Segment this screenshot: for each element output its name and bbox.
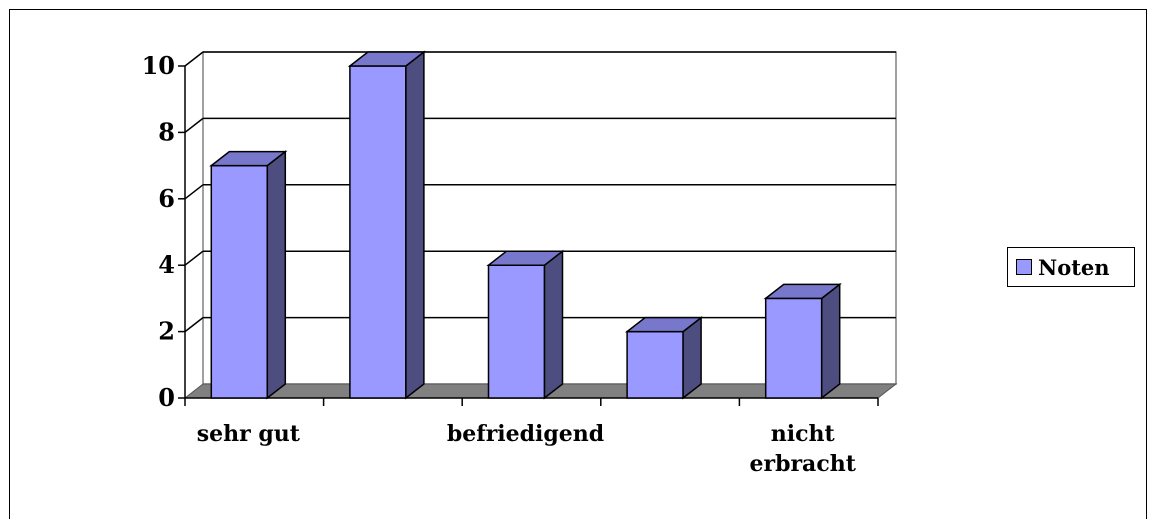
y-tick-label: 8 (158, 117, 175, 146)
bar-side (405, 50, 425, 400)
gridline-side (184, 317, 204, 333)
bar-front (764, 297, 823, 399)
legend-label: Noten (1038, 254, 1110, 280)
x-category-label: erbracht (750, 451, 857, 477)
legend: Noten (1007, 247, 1135, 287)
legend-swatch (1016, 259, 1032, 275)
x-category-label: nicht (771, 421, 836, 447)
bar-top (347, 51, 427, 67)
bar-top (763, 283, 842, 300)
bar-side (820, 282, 841, 400)
bar-side (266, 150, 287, 400)
gridline-side (184, 51, 204, 67)
bar-front (349, 65, 407, 399)
x-category-label: befriedigend (447, 421, 604, 447)
bar-front (626, 330, 684, 399)
bar-front (487, 264, 546, 399)
y-tick-label: 6 (158, 184, 175, 213)
y-tick-label: 10 (142, 51, 175, 80)
bar-top (624, 316, 704, 333)
bar-side (543, 249, 564, 400)
y-tick-label: 0 (158, 383, 175, 412)
y-tick-label: 4 (158, 250, 175, 279)
x-category-label: sehr gut (197, 421, 301, 447)
gridline-side (184, 184, 204, 200)
bar-front (210, 164, 269, 399)
bar-top (486, 250, 565, 266)
gridline-side (184, 250, 204, 266)
y-tick-label: 2 (158, 317, 175, 346)
gridline-side (184, 117, 204, 133)
bar-top (209, 150, 288, 167)
